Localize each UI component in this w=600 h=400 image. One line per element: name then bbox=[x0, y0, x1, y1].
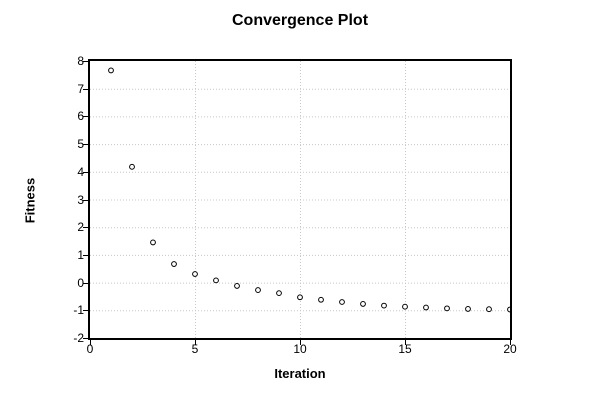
data-point bbox=[255, 287, 261, 293]
data-point bbox=[192, 271, 198, 277]
y-tick-mark bbox=[83, 88, 88, 90]
data-point bbox=[297, 294, 303, 301]
y-tick-label: 8 bbox=[77, 54, 84, 68]
data-point bbox=[276, 290, 282, 297]
data-point bbox=[465, 306, 471, 312]
y-tick-label: 4 bbox=[77, 164, 84, 179]
data-point bbox=[486, 306, 492, 313]
y-tick-label: 6 bbox=[77, 109, 84, 124]
data-point bbox=[444, 305, 450, 312]
y-axis-label: Fitness bbox=[22, 177, 38, 224]
y-tick-mark bbox=[83, 338, 88, 339]
data-point bbox=[423, 304, 429, 311]
plot-area bbox=[88, 59, 512, 340]
y-tick-mark bbox=[83, 171, 88, 173]
x-tick-label: 15 bbox=[398, 342, 412, 356]
x-tick-label: 5 bbox=[191, 342, 199, 356]
data-point bbox=[318, 296, 324, 303]
x-tick-label: 10 bbox=[293, 342, 307, 356]
y-tick-label: -1 bbox=[73, 303, 84, 318]
y-tick-label: 1 bbox=[77, 247, 84, 262]
data-point bbox=[381, 302, 387, 309]
data-point bbox=[129, 163, 135, 170]
y-tick-mark bbox=[83, 254, 88, 256]
x-tick-mark bbox=[90, 340, 91, 345]
y-tick-label: 0 bbox=[77, 275, 84, 290]
data-point bbox=[507, 306, 510, 313]
data-point bbox=[402, 303, 408, 310]
y-tick-mark bbox=[83, 310, 88, 312]
x-tick-label: 20 bbox=[503, 342, 517, 356]
y-tick-label: -2 bbox=[73, 331, 84, 345]
data-point bbox=[171, 261, 177, 267]
x-axis-label: Iteration bbox=[274, 366, 326, 381]
data-point bbox=[360, 301, 366, 307]
y-tick-mark bbox=[83, 144, 88, 146]
x-tick-mark bbox=[510, 340, 511, 345]
data-point bbox=[234, 283, 240, 289]
x-tick-mark bbox=[195, 340, 196, 345]
y-tick-label: 5 bbox=[77, 137, 84, 152]
y-tick-label: 3 bbox=[77, 192, 84, 207]
chart-title: Convergence Plot bbox=[231, 12, 369, 29]
data-point bbox=[150, 239, 156, 246]
x-tick-label: 0 bbox=[86, 342, 94, 356]
y-tick-mark bbox=[83, 199, 88, 201]
y-tick-label: 7 bbox=[77, 81, 84, 96]
y-tick-mark bbox=[83, 227, 88, 229]
y-tick-label: 2 bbox=[77, 220, 84, 235]
data-point bbox=[213, 277, 219, 284]
x-tick-mark bbox=[300, 340, 301, 345]
scatter-canvas bbox=[90, 61, 510, 338]
x-tick-mark bbox=[405, 340, 406, 345]
y-tick-mark bbox=[83, 282, 88, 284]
y-tick-mark bbox=[83, 61, 88, 62]
y-tick-mark bbox=[83, 116, 88, 118]
data-point bbox=[339, 299, 345, 305]
data-point bbox=[108, 67, 114, 74]
